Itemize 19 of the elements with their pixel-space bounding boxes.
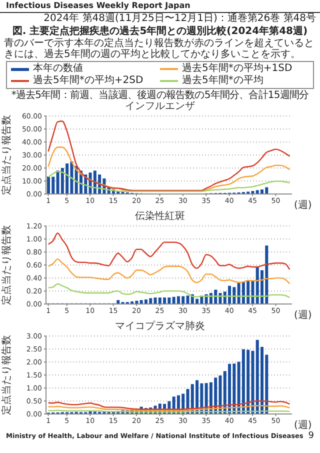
chart-title: 伝染性紅斑 <box>134 211 186 223</box>
y-axis-title: 定点当たり報告数 <box>0 115 13 195</box>
x-axis-title: (週) <box>294 200 312 212</box>
legend-label: 本年の数値 <box>33 63 83 74</box>
text: *過去5年間：前週、当該週、後週の報告数の5年間分、合計15週間分 <box>10 90 310 101</box>
legend-label: 過去5年間*の平均+1SD <box>182 63 292 74</box>
text: Infectious Diseases Weekly Report Japan <box>0 0 320 13</box>
text: 青のバーで示す本年の定点当たり報告数が赤のラインを超えているときには、過去5年間の週の平均と比較してかなり多いことを示す。 <box>3 38 315 60</box>
y-axis-title: 定点当たり報告数 <box>0 225 13 305</box>
x-axis-title: (週) <box>294 310 312 322</box>
legend-label: 過去5年間*の平均 <box>182 75 264 87</box>
text: 2024年 第48週(11月25日〜12月1日)：通巻第26巻 第48号 <box>42 13 317 25</box>
x-axis-title: (週) <box>294 420 312 432</box>
chart-title: マイコプラズマ肺炎 <box>114 321 206 333</box>
text: 図. 主要定点把握疾患の過去5年間との週別比較(2024年第48週) <box>11 25 309 38</box>
chart-title: インフルエンザ <box>124 101 196 113</box>
text: 9 <box>308 431 314 441</box>
legend-label: 過去5年間*の平均+2SD <box>33 75 144 87</box>
y-axis-title: 定点当たり報告数 <box>0 335 13 415</box>
